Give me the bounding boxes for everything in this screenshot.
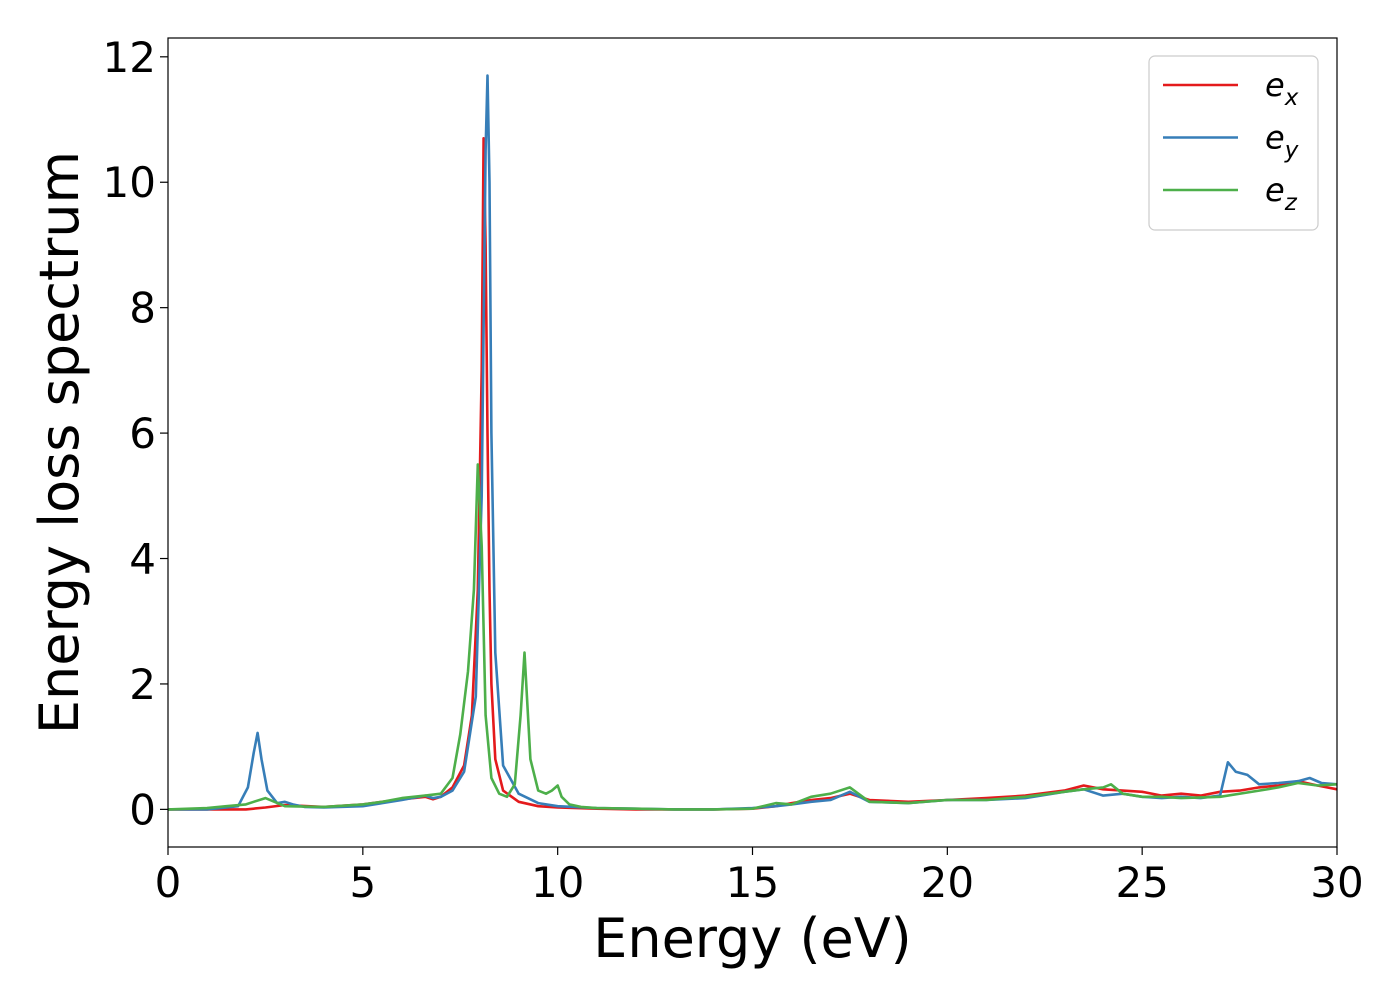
y-axis-ticks: 0 2 4 6 8 10 12 [103, 33, 168, 834]
legend: ex ey ez [1148, 55, 1319, 231]
y-tick-label: 8 [129, 284, 156, 333]
y-tick-label: 6 [129, 409, 156, 458]
x-tick-label: 15 [726, 858, 779, 907]
x-axis-title: Energy (eV) [593, 907, 912, 970]
legend-box [1148, 55, 1319, 231]
x-tick-label: 5 [349, 858, 376, 907]
legend-label-z: ez [1265, 171, 1298, 216]
x-tick-label: 10 [531, 858, 584, 907]
x-axis-ticks: 0 5 10 15 20 25 30 [155, 847, 1364, 907]
y-tick-label: 12 [103, 33, 156, 82]
series-line-e-x [168, 137, 1338, 811]
y-tick-label: 0 [129, 785, 156, 834]
y-tick-label: 2 [129, 660, 156, 709]
x-tick-label: 25 [1115, 858, 1168, 907]
legend-label-x: ex [1265, 66, 1299, 111]
x-tick-label: 0 [155, 858, 182, 907]
series-line-e-z [167, 463, 1338, 811]
plot-lines [167, 74, 1338, 811]
y-tick-label: 10 [103, 158, 156, 207]
y-axis-title: Energy loss spectrum [28, 151, 91, 734]
legend-label-y: ey [1265, 119, 1299, 164]
x-tick-label: 30 [1310, 858, 1363, 907]
y-tick-label: 4 [129, 535, 156, 584]
x-tick-label: 20 [921, 858, 974, 907]
